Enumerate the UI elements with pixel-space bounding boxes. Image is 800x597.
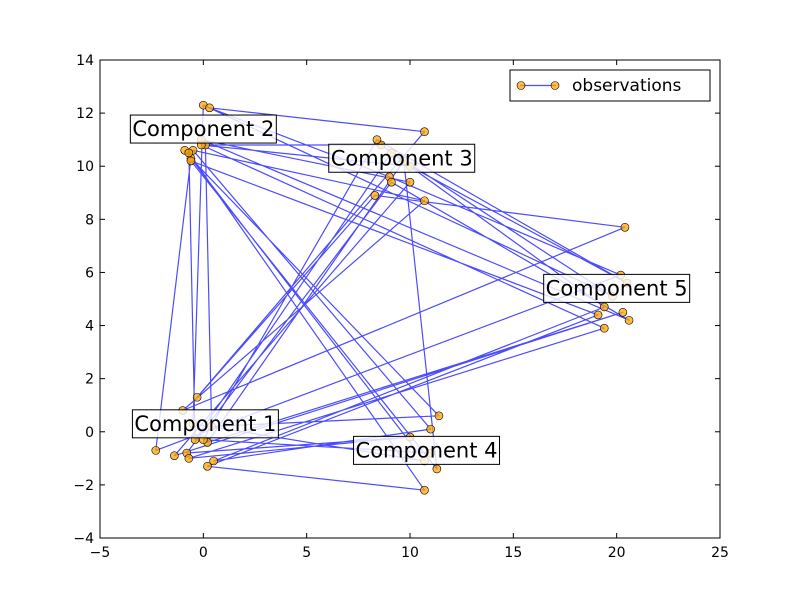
data-point <box>209 456 218 466</box>
data-point <box>420 127 429 136</box>
data-point <box>170 451 179 460</box>
legend: observations <box>509 69 711 102</box>
legend-label: observations <box>572 76 682 96</box>
x-tick-label: 25 <box>711 545 729 561</box>
component-label-box <box>543 273 691 303</box>
x-tick-label: −5 <box>90 545 111 561</box>
y-tick-label: 10 <box>76 159 94 175</box>
component-labels: Component 1 Component 2 Component 3 Compone… <box>129 114 691 465</box>
component-label-box <box>328 143 476 173</box>
component-label: Component 5 <box>543 273 691 303</box>
data-point <box>151 446 161 455</box>
x-tick-label: 20 <box>608 545 626 561</box>
data-point <box>203 461 212 471</box>
legend-marker-left <box>516 81 526 90</box>
data-point <box>599 302 609 312</box>
component-label-text: Component 1 <box>134 412 276 436</box>
component-label-box <box>353 435 501 465</box>
data-point <box>184 148 194 158</box>
component-label-box <box>131 409 279 439</box>
data-point <box>420 485 429 495</box>
x-tick-label: 5 <box>302 545 311 561</box>
data-point <box>618 307 628 317</box>
component-label: Component 2 <box>129 114 277 144</box>
component-label: Component 3 <box>328 143 476 173</box>
y-tick-label: 0 <box>85 425 94 441</box>
data-point <box>432 464 442 474</box>
x-tick-label: 15 <box>504 545 522 561</box>
component-label: Component 4 <box>353 435 501 465</box>
y-tick-label: 14 <box>76 53 94 69</box>
data-point <box>599 323 609 333</box>
data-point <box>192 392 202 402</box>
x-tick-label: 10 <box>401 545 419 561</box>
y-tick-label: 12 <box>76 106 94 122</box>
component-label-text: Component 4 <box>356 438 498 462</box>
y-tick-label: 4 <box>85 319 94 335</box>
data-point <box>405 177 415 187</box>
component-label-text: Component 5 <box>546 276 688 300</box>
y-tick-label: −2 <box>73 478 94 494</box>
data-point <box>184 454 194 463</box>
data-point <box>426 424 435 434</box>
component-label: Component 1 <box>131 409 279 439</box>
data-point <box>387 177 396 187</box>
data-point <box>620 223 630 232</box>
data-point <box>420 196 429 206</box>
legend-marker-right <box>550 81 560 90</box>
data-point <box>186 156 196 166</box>
axis-ticks: −5 0 5 10 15 20 25 −4 −2 0 2 4 6 8 10 12 14 <box>73 53 729 561</box>
data-point <box>370 191 380 200</box>
x-tick-label: 0 <box>199 545 208 561</box>
component-label-text: Component 2 <box>132 117 274 141</box>
component-label-text: Component 3 <box>331 146 473 170</box>
y-tick-label: 8 <box>85 212 94 228</box>
y-tick-label: −4 <box>73 531 94 547</box>
data-point <box>434 411 444 421</box>
y-tick-label: 6 <box>85 265 94 281</box>
data-point <box>205 103 214 113</box>
y-tick-label: 2 <box>85 372 94 388</box>
data-point <box>624 315 634 325</box>
component-label-box <box>129 114 277 144</box>
data-point <box>372 135 382 144</box>
data-point <box>593 310 603 320</box>
